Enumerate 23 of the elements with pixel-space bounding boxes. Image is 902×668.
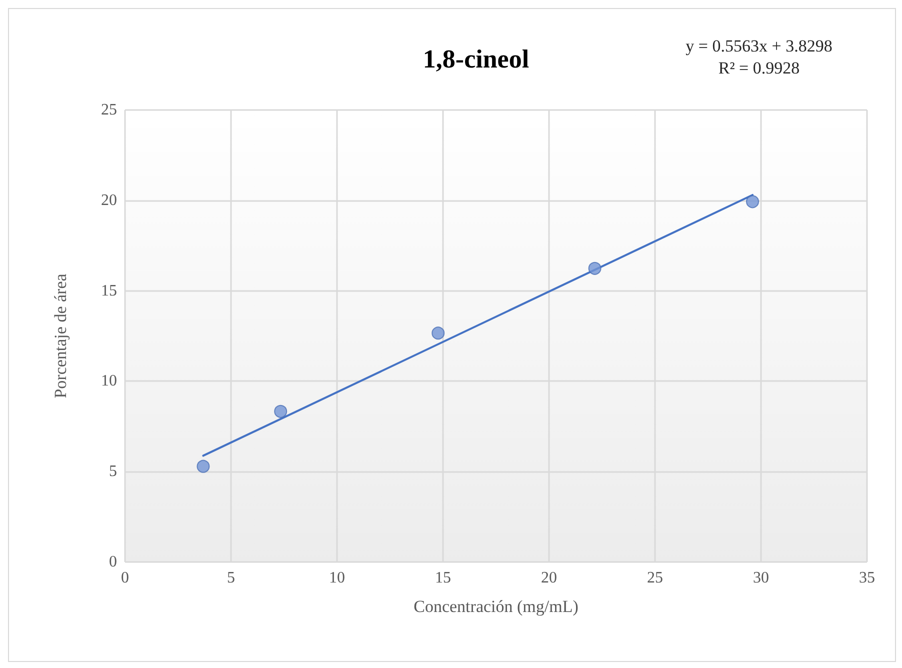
text: y = 0.5563x + 3.8298 R² = 0.9928 bbox=[686, 36, 832, 78]
y-tick-label: 5 bbox=[109, 463, 117, 480]
x-tick-label: 15 bbox=[435, 570, 451, 586]
x-tick-label: 5 bbox=[227, 570, 235, 586]
x-tick-label: 20 bbox=[541, 570, 557, 586]
y-tick-label: 0 bbox=[109, 554, 117, 570]
x-tick-label: 30 bbox=[753, 570, 769, 586]
x-tick-label: 10 bbox=[329, 570, 345, 586]
y-tick-label: 15 bbox=[101, 282, 117, 300]
y-tick-label: 25 bbox=[101, 102, 117, 118]
point bbox=[196, 460, 210, 473]
y-tick-label: 10 bbox=[101, 372, 117, 390]
y-tick-label: 20 bbox=[101, 192, 117, 209]
y-axis-title: Porcentaje de área bbox=[51, 273, 70, 398]
x-tick-label: 35 bbox=[859, 570, 875, 586]
x-axis-title: Concentración (mg/mL) bbox=[414, 597, 578, 616]
x-tick-label: 0 bbox=[121, 570, 129, 586]
chart-title: 1,8-cineol bbox=[422, 44, 530, 74]
point bbox=[588, 262, 602, 275]
point bbox=[746, 195, 760, 208]
x-tick-label: 25 bbox=[647, 570, 663, 586]
point bbox=[274, 404, 288, 418]
point bbox=[432, 326, 445, 340]
